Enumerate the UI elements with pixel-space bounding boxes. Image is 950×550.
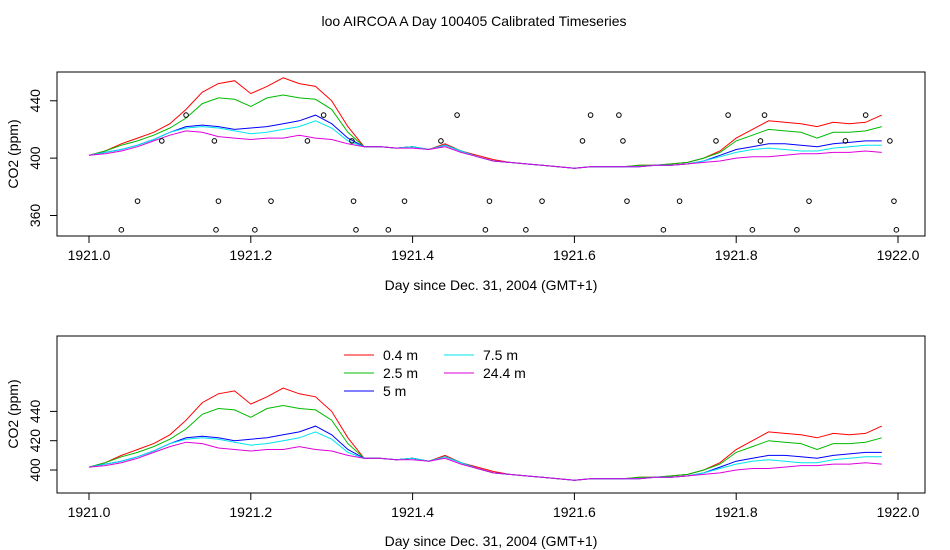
flag-point bbox=[268, 198, 274, 204]
x-tick-label: 1921.4 bbox=[391, 504, 434, 520]
flag-point bbox=[749, 227, 756, 233]
flag-point bbox=[891, 198, 897, 204]
flag-point bbox=[616, 112, 622, 118]
series-lines-bottom bbox=[88, 387, 883, 481]
flag-point bbox=[211, 138, 218, 144]
x-axis-top: 1921.0 1921.2 1921.4 1921.6 1921.8 1922.0 bbox=[68, 236, 920, 263]
flag-point bbox=[587, 112, 594, 118]
flag-point bbox=[660, 227, 667, 233]
series-line bbox=[88, 77, 883, 169]
flag-point bbox=[215, 198, 222, 204]
y-tick-label: 400 bbox=[27, 146, 43, 170]
legend: 0.4 m 2.5 m 5 m 7.5 m 24.4 m bbox=[344, 347, 526, 399]
flag-point bbox=[794, 227, 800, 233]
x-tick-label: 1922.0 bbox=[877, 247, 920, 263]
series-line bbox=[88, 387, 883, 481]
flag-point bbox=[620, 138, 626, 144]
flag-point bbox=[118, 227, 125, 233]
x-tick-label: 1921.4 bbox=[391, 247, 434, 263]
flag-point bbox=[893, 227, 900, 233]
flag-point bbox=[353, 227, 359, 233]
y-axis-label-bottom: CO2 (ppm) bbox=[5, 379, 21, 448]
y-axis-label-top: CO2 (ppm) bbox=[5, 119, 21, 188]
x-tick-label: 1921.8 bbox=[715, 247, 758, 263]
y-tick-label: 420 bbox=[27, 429, 43, 453]
flag-point bbox=[349, 138, 355, 144]
flag-point bbox=[579, 138, 586, 144]
flag-point bbox=[304, 138, 311, 144]
series-line bbox=[88, 130, 882, 169]
x-tick-label: 1921.2 bbox=[229, 247, 272, 263]
x-axis-bottom: 1921.0 1921.2 1921.4 1921.6 1921.8 1922.0 bbox=[68, 493, 920, 520]
flag-point bbox=[842, 138, 849, 144]
flag-point bbox=[350, 198, 357, 204]
flag-point bbox=[385, 227, 392, 233]
flag-point bbox=[454, 112, 460, 118]
plot-frame-top bbox=[56, 71, 926, 237]
flag-point bbox=[482, 227, 489, 233]
chart-bottom: 1921.0 1921.2 1921.4 1921.6 1921.8 1922.0 400… bbox=[5, 335, 926, 549]
x-tick-label: 1922.0 bbox=[877, 504, 920, 520]
flag-point bbox=[676, 198, 683, 204]
flag-point bbox=[539, 198, 545, 204]
chart-top: 1921.0 1921.2 1921.4 1921.6 1921.8 1922.0 360… bbox=[5, 71, 926, 293]
legend-label: 24.4 m bbox=[483, 365, 526, 381]
plot-frame-bottom bbox=[56, 335, 926, 494]
flag-point bbox=[252, 227, 258, 233]
flag-points-top bbox=[118, 112, 900, 233]
series-lines-top bbox=[88, 77, 883, 169]
legend-label: 5 m bbox=[383, 383, 406, 399]
flag-point bbox=[320, 112, 327, 118]
x-tick-label: 1921.6 bbox=[553, 247, 596, 263]
flag-point bbox=[624, 198, 630, 204]
flag-point bbox=[725, 112, 731, 118]
y-axis-top: 360 400 440 bbox=[27, 89, 57, 227]
x-tick-label: 1921.0 bbox=[68, 504, 111, 520]
flag-point bbox=[806, 198, 812, 204]
legend-label: 2.5 m bbox=[383, 365, 418, 381]
flag-point bbox=[213, 227, 219, 233]
flag-point bbox=[183, 112, 189, 118]
x-axis-label-bottom: Day since Dec. 31, 2004 (GMT+1) bbox=[385, 533, 598, 549]
y-tick-label: 440 bbox=[27, 400, 43, 424]
flag-point bbox=[486, 198, 493, 204]
flag-point bbox=[761, 112, 768, 118]
series-line bbox=[88, 425, 882, 481]
y-axis-bottom: 400 420 440 bbox=[27, 400, 57, 482]
legend-label: 0.4 m bbox=[383, 347, 418, 363]
series-line bbox=[88, 441, 882, 481]
y-tick-label: 400 bbox=[27, 458, 43, 482]
y-tick-label: 360 bbox=[27, 204, 43, 228]
x-axis-label-top: Day since Dec. 31, 2004 (GMT+1) bbox=[385, 277, 598, 293]
x-tick-label: 1921.8 bbox=[715, 504, 758, 520]
flag-point bbox=[523, 227, 529, 233]
y-tick-label: 440 bbox=[27, 89, 43, 113]
flag-point bbox=[757, 138, 764, 144]
legend-label: 7.5 m bbox=[483, 347, 518, 363]
figure-title: loo AIRCOA A Day 100405 Calibrated Times… bbox=[321, 13, 626, 29]
flag-point bbox=[134, 198, 141, 204]
x-tick-label: 1921.0 bbox=[68, 247, 111, 263]
x-tick-label: 1921.6 bbox=[553, 504, 596, 520]
flag-point bbox=[713, 138, 719, 144]
flag-point bbox=[401, 198, 408, 204]
flag-point bbox=[159, 138, 165, 144]
x-tick-label: 1921.2 bbox=[229, 504, 272, 520]
flag-point bbox=[438, 138, 444, 144]
flag-point bbox=[887, 138, 893, 144]
flag-point bbox=[862, 112, 869, 118]
